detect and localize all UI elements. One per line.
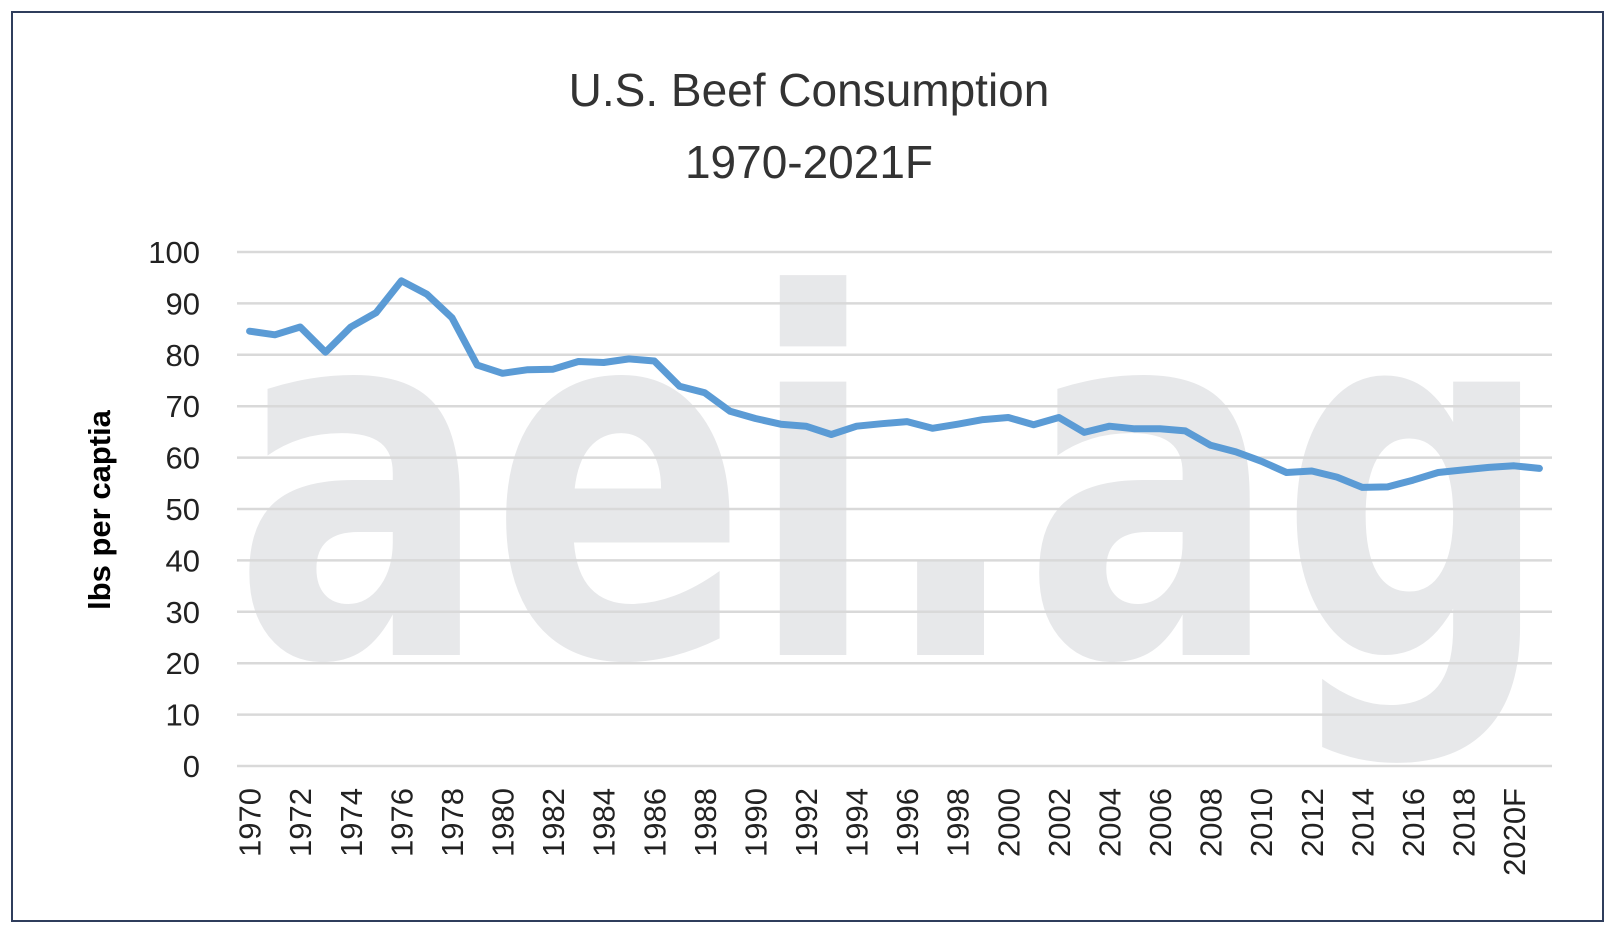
x-tick-label: 2014 — [1345, 788, 1380, 857]
x-tick-label: 1982 — [536, 788, 571, 857]
x-tick-label: 2002 — [1042, 788, 1077, 857]
watermark: aei.ag — [233, 191, 1552, 773]
y-tick-label: 100 — [148, 235, 200, 270]
x-tick-label: 1974 — [334, 788, 369, 857]
x-tick-label: 1984 — [587, 788, 622, 857]
y-tick-label: 90 — [166, 286, 200, 321]
x-tick-label: 1970 — [233, 788, 268, 857]
y-tick-label: 30 — [166, 595, 200, 630]
y-tick-label: 20 — [166, 646, 200, 681]
x-tick-label: 2016 — [1396, 788, 1431, 857]
x-tick-label: 1996 — [890, 788, 925, 857]
x-tick-label: 1976 — [384, 788, 419, 857]
x-tick-label: 2004 — [1092, 788, 1127, 857]
y-tick-label: 60 — [166, 441, 200, 476]
chart-subtitle: 1970-2021F — [685, 136, 933, 188]
chart-border — [11, 11, 1604, 922]
x-tick-label: 1972 — [283, 788, 318, 857]
x-tick-label: 1994 — [840, 788, 875, 857]
y-tick-label: 10 — [166, 698, 200, 733]
series-line — [246, 277, 1543, 491]
x-tick-label: 2012 — [1295, 788, 1330, 857]
x-tick-label: 1988 — [688, 788, 723, 857]
x-tick-label: 1986 — [637, 788, 672, 857]
x-tick-label: 1978 — [435, 788, 470, 857]
y-tick-label: 80 — [166, 338, 200, 373]
y-tick-label: 40 — [166, 543, 200, 578]
x-tick-label: 2006 — [1143, 788, 1178, 857]
x-tick-label: 1992 — [789, 788, 824, 857]
y-tick-label: 70 — [166, 389, 200, 424]
x-tick-label: 1990 — [738, 788, 773, 857]
x-tick-label: 1998 — [941, 788, 976, 857]
y-tick-label: 50 — [166, 492, 200, 527]
x-tick-label: 2018 — [1446, 788, 1481, 857]
y-axis-label: lbs per captia — [82, 409, 117, 610]
watermark-text: aei.ag — [233, 191, 1552, 773]
chart-title: U.S. Beef Consumption — [569, 64, 1050, 116]
y-tick-label: 0 — [183, 749, 200, 784]
x-tick-label: 2008 — [1194, 788, 1229, 857]
x-tick-label: 2010 — [1244, 788, 1279, 857]
x-tick-label: 2000 — [991, 788, 1026, 857]
x-tick-label: 2020F — [1497, 788, 1532, 876]
x-tick-label: 1980 — [486, 788, 521, 857]
